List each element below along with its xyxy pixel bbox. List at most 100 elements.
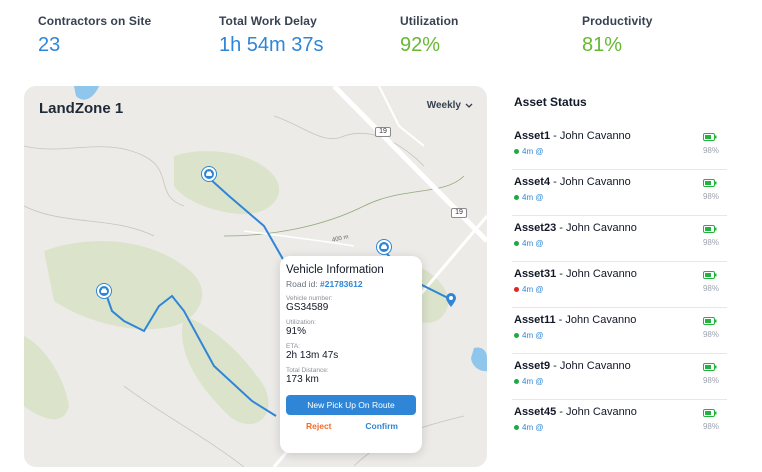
- asset-row[interactable]: Asset11 - John Cavanno 4m @ 98%: [512, 308, 727, 354]
- status-dot: [514, 425, 519, 430]
- car-icon: [101, 288, 107, 293]
- utilization-value: 91%: [286, 326, 307, 337]
- asset-last-seen: 4m @: [514, 331, 543, 340]
- car-icon: [206, 171, 212, 176]
- battery-percent: 98%: [702, 330, 719, 339]
- asset-row[interactable]: Asset31 - John Cavanno 4m @ 98%: [512, 262, 727, 308]
- destination-pin-icon[interactable]: [445, 292, 457, 308]
- kpi-productivity: Productivity 81%: [582, 14, 653, 57]
- battery-icon: [703, 271, 717, 279]
- status-dot: [514, 241, 519, 246]
- asset-last-seen: 4m @: [514, 147, 543, 156]
- battery-icon: [703, 363, 717, 371]
- eta-value: 2h 13m 47s: [286, 350, 339, 361]
- last-seen-text: 4m @: [522, 193, 544, 202]
- last-seen-text: 4m @: [522, 331, 544, 340]
- route-badge: 19: [375, 127, 391, 137]
- distance-value: 173 km: [286, 374, 319, 385]
- battery-percent: 98%: [702, 422, 719, 431]
- kpi-utilization: Utilization 92%: [400, 14, 458, 57]
- battery-icon: [703, 133, 717, 141]
- asset-name: Asset9 - John Cavanno: [514, 360, 631, 372]
- kpi-label: Utilization: [400, 14, 459, 28]
- vehicle-number-label: Vehicle number:: [286, 295, 333, 302]
- vehicle-info-popup: Vehicle Information Road id: #21783612 V…: [280, 256, 422, 453]
- battery-percent: 98%: [702, 376, 719, 385]
- asset-owner: - John Cavanno: [550, 130, 631, 142]
- asset-row[interactable]: Asset1 - John Cavanno 4m @ 98%: [512, 124, 727, 170]
- status-dot: [514, 287, 519, 292]
- vehicle-marker[interactable]: [202, 167, 216, 181]
- asset-id: Asset4: [514, 176, 551, 188]
- asset-row[interactable]: Asset9 - John Cavanno 4m @ 98%: [512, 354, 727, 400]
- vehicle-number-value: GS34589: [286, 302, 329, 313]
- asset-name: Asset31 - John Cavanno: [514, 268, 637, 280]
- eta-label: ETA:: [286, 343, 300, 350]
- road-id-link[interactable]: #21783612: [320, 279, 363, 289]
- period-dropdown[interactable]: Weekly: [427, 100, 473, 111]
- asset-id: Asset45: [514, 406, 557, 418]
- kpi-work-delay: Total Work Delay 1h 54m 37s: [219, 14, 324, 57]
- car-icon: [381, 244, 387, 249]
- asset-name: Asset1 - John Cavanno: [514, 130, 631, 142]
- road-id-row: Road id: #21783612: [286, 279, 416, 289]
- asset-owner: - John Cavanno: [556, 406, 637, 418]
- chevron-down-icon: [465, 103, 473, 108]
- road-id-label: Road id:: [286, 279, 318, 289]
- asset-last-seen: 4m @: [514, 377, 543, 386]
- asset-id: Asset23: [514, 222, 557, 234]
- asset-id: Asset31: [514, 268, 557, 280]
- kpi-label: Total Work Delay: [219, 14, 317, 28]
- new-pickup-button[interactable]: New Pick Up On Route: [286, 395, 416, 415]
- distance-label: Total Distance:: [286, 367, 329, 374]
- last-seen-text: 4m @: [522, 285, 544, 294]
- map-title: LandZone 1: [39, 100, 124, 117]
- kpi-contractors: Contractors on Site 23: [38, 14, 151, 57]
- battery-icon: [703, 409, 717, 417]
- vehicle-marker[interactable]: [97, 284, 111, 298]
- battery-percent: 98%: [702, 238, 719, 247]
- last-seen-text: 4m @: [522, 239, 544, 248]
- asset-owner: - John Cavanno: [556, 268, 637, 280]
- status-dot: [514, 195, 519, 200]
- battery-icon: [703, 317, 717, 325]
- last-seen-text: 4m @: [522, 423, 544, 432]
- asset-last-seen: 4m @: [514, 285, 543, 294]
- asset-id: Asset9: [514, 360, 551, 372]
- asset-last-seen: 4m @: [514, 423, 543, 432]
- asset-owner: - John Cavanno: [555, 314, 637, 326]
- asset-owner: - John Cavanno: [556, 222, 637, 234]
- asset-id: Asset1: [514, 130, 551, 142]
- asset-name: Asset23 - John Cavanno: [514, 222, 637, 234]
- asset-owner: - John Cavanno: [550, 176, 631, 188]
- asset-row[interactable]: Asset23 - John Cavanno 4m @ 98%: [512, 216, 727, 262]
- kpi-value: 81%: [582, 34, 623, 56]
- vehicle-marker[interactable]: [377, 240, 391, 254]
- status-dot: [514, 149, 519, 154]
- asset-owner: - John Cavanno: [550, 360, 631, 372]
- utilization-label: Utilization:: [286, 319, 316, 326]
- battery-percent: 98%: [702, 146, 719, 155]
- last-seen-text: 4m @: [522, 377, 544, 386]
- kpi-label: Productivity: [582, 14, 653, 28]
- period-label: Weekly: [426, 100, 461, 111]
- battery-icon: [703, 225, 717, 233]
- asset-id: Asset11: [514, 314, 556, 326]
- status-dot: [514, 333, 519, 338]
- kpi-label: Contractors on Site: [38, 14, 152, 28]
- battery-percent: 98%: [702, 192, 719, 201]
- battery-icon: [703, 179, 717, 187]
- status-dot: [514, 379, 519, 384]
- asset-name: Asset4 - John Cavanno: [514, 176, 631, 188]
- reject-button[interactable]: Reject: [306, 421, 332, 431]
- asset-name: Asset45 - John Cavanno: [514, 406, 637, 418]
- asset-row[interactable]: Asset45 - John Cavanno 4m @ 98%: [512, 400, 727, 446]
- confirm-button[interactable]: Confirm: [365, 421, 398, 431]
- map-panel[interactable]: LandZone 1 Weekly 19 19 400 m Vehicle In…: [24, 86, 487, 467]
- asset-row[interactable]: Asset4 - John Cavanno 4m @ 98%: [512, 170, 727, 216]
- asset-last-seen: 4m @: [514, 193, 543, 202]
- battery-percent: 98%: [702, 284, 719, 293]
- asset-name: Asset11 - John Cavanno: [514, 314, 636, 326]
- popup-title: Vehicle Information: [286, 264, 384, 276]
- asset-last-seen: 4m @: [514, 239, 543, 248]
